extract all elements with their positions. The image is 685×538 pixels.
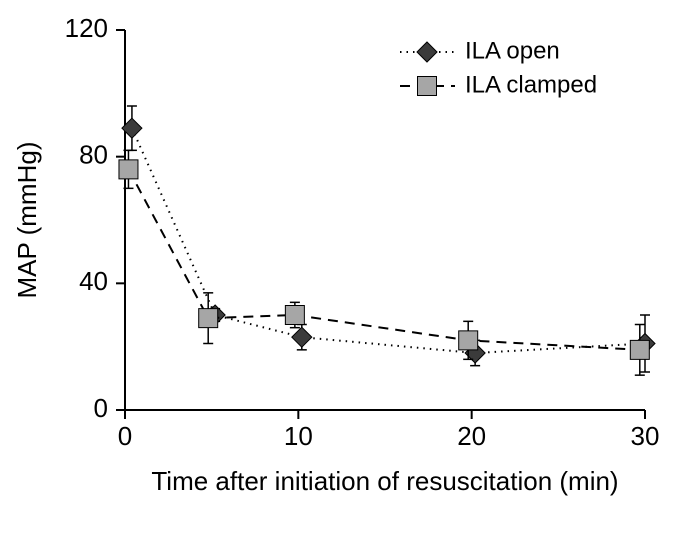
y-tick-label: 40 xyxy=(79,266,108,296)
legend-marker-ila-clamped xyxy=(418,77,437,96)
y-tick-label: 120 xyxy=(65,13,108,43)
y-axis-label: MAP (mmHg) xyxy=(12,142,42,299)
x-tick-label: 0 xyxy=(118,421,132,451)
legend-label-ila-clamped: ILA clamped xyxy=(465,71,597,98)
marker-ila-clamped xyxy=(630,340,649,359)
marker-ila-clamped xyxy=(459,331,478,350)
x-tick-label: 10 xyxy=(284,421,313,451)
marker-ila-clamped xyxy=(199,309,218,328)
legend-label-ila-open: ILA open xyxy=(465,37,560,64)
x-axis-label: Time after initiation of resuscitation (… xyxy=(151,466,618,496)
map-chart: 0 40 80 120 0 10 20 30 MAP (mmHg) Time after init… xyxy=(0,0,685,538)
y-tick-label: 80 xyxy=(79,140,108,170)
y-tick-label: 0 xyxy=(94,393,108,423)
marker-ila-clamped xyxy=(285,306,304,325)
marker-ila-clamped xyxy=(119,160,138,179)
x-tick-label: 20 xyxy=(457,421,486,451)
x-tick-label: 30 xyxy=(631,421,660,451)
